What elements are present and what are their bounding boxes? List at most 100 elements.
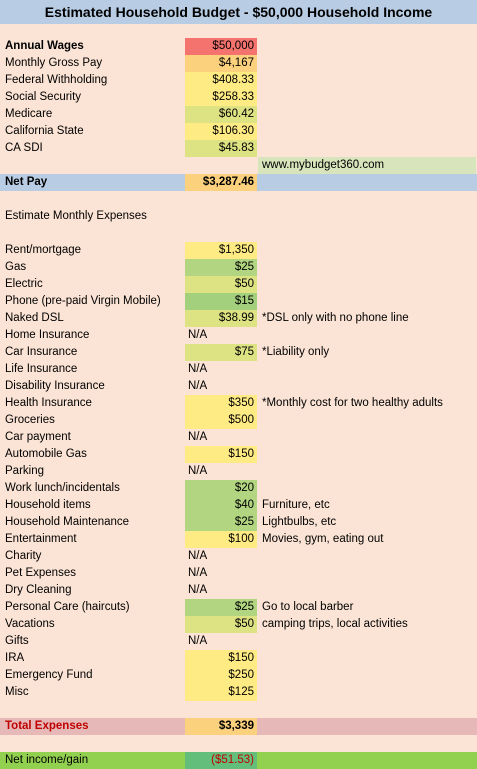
expense-value: N/A bbox=[188, 584, 208, 596]
expense-row: Personal Care (haircuts) $25 Go to local b… bbox=[0, 599, 477, 616]
expense-label: Misc bbox=[5, 686, 29, 698]
income-row: Medicare $60.42 bbox=[0, 106, 477, 123]
expense-value: $50 bbox=[185, 616, 257, 633]
expense-label: Rent/mortgage bbox=[5, 244, 82, 256]
expense-row: Dry Cleaning N/A bbox=[0, 582, 477, 599]
expense-row: Pet Expenses N/A bbox=[0, 565, 477, 582]
expense-value: $25 bbox=[185, 599, 257, 616]
net-pay-value: $3,287.46 bbox=[185, 174, 257, 191]
income-label: Federal Withholding bbox=[5, 74, 108, 86]
expense-value: $150 bbox=[185, 650, 257, 667]
expense-value: $40 bbox=[185, 497, 257, 514]
net-pay-row: Net Pay $3,287.46 bbox=[0, 174, 477, 191]
expense-label: Life Insurance bbox=[5, 363, 78, 375]
expense-label: Dry Cleaning bbox=[5, 584, 72, 596]
expense-row: Car Insurance $75 *Liability only bbox=[0, 344, 477, 361]
expense-row: Electric $50 bbox=[0, 276, 477, 293]
net-income-label: Net income/gain bbox=[5, 754, 89, 766]
expense-value: $100 bbox=[185, 531, 257, 548]
expense-value: $125 bbox=[185, 684, 257, 701]
income-label: California State bbox=[5, 125, 84, 137]
title-bar: Estimated Household Budget - $50,000 Hou… bbox=[0, 0, 477, 24]
expense-row: Gifts N/A bbox=[0, 633, 477, 650]
expense-row: Entertainment $100 Movies, gym, eating out bbox=[0, 531, 477, 548]
income-value: $258.33 bbox=[185, 89, 257, 106]
expense-value: N/A bbox=[188, 465, 208, 477]
expense-note: *Liability only bbox=[262, 346, 330, 358]
expense-value: $38.99 bbox=[185, 310, 257, 327]
expense-row: Automobile Gas $150 bbox=[0, 446, 477, 463]
expense-label: Home Insurance bbox=[5, 329, 90, 341]
expense-note: Go to local barber bbox=[262, 601, 354, 613]
expense-value: $25 bbox=[185, 514, 257, 531]
expense-label: Gas bbox=[5, 261, 27, 273]
expense-value: $75 bbox=[185, 344, 257, 361]
expenses-heading: Estimate Monthly Expenses bbox=[5, 210, 147, 222]
expense-row: Work lunch/incidentals $20 bbox=[0, 480, 477, 497]
page-title: Estimated Household Budget - $50,000 Hou… bbox=[44, 4, 433, 20]
income-value: $50,000 bbox=[185, 38, 257, 55]
expense-value: N/A bbox=[188, 380, 208, 392]
expense-value: $15 bbox=[185, 293, 257, 310]
expense-label: Car Insurance bbox=[5, 346, 78, 358]
expense-value: $500 bbox=[185, 412, 257, 429]
expense-row: Parking N/A bbox=[0, 463, 477, 480]
expense-label: Pet Expenses bbox=[5, 567, 76, 579]
expense-label: Personal Care (haircuts) bbox=[5, 601, 130, 613]
expense-row: Charity N/A bbox=[0, 548, 477, 565]
expense-row: Groceries $500 bbox=[0, 412, 477, 429]
expense-label: Automobile Gas bbox=[5, 448, 87, 460]
net-income-row: Net income/gain ($51.53) bbox=[0, 752, 477, 769]
income-row: CA SDI $45.83 bbox=[0, 140, 477, 157]
expense-row: Gas $25 bbox=[0, 259, 477, 276]
income-value: $4,167 bbox=[185, 55, 257, 72]
total-expenses-value: $3,339 bbox=[185, 718, 257, 735]
expense-label: Work lunch/incidentals bbox=[5, 482, 120, 494]
expense-row: Naked DSL $38.99 *DSL only with no phone l… bbox=[0, 310, 477, 327]
expense-row: Rent/mortgage $1,350 bbox=[0, 242, 477, 259]
website-row: www.mybudget360.com bbox=[0, 157, 477, 174]
expense-value: N/A bbox=[188, 567, 208, 579]
expense-label: Emergency Fund bbox=[5, 669, 93, 681]
expense-row: Car payment N/A bbox=[0, 429, 477, 446]
expense-label: Naked DSL bbox=[5, 312, 64, 324]
income-row: Annual Wages $50,000 bbox=[0, 38, 477, 55]
expense-value: N/A bbox=[188, 550, 208, 562]
expense-note: *DSL only with no phone line bbox=[262, 312, 409, 324]
expense-row: Household items $40 Furniture, etc bbox=[0, 497, 477, 514]
expense-value: $250 bbox=[185, 667, 257, 684]
income-row: Monthly Gross Pay $4,167 bbox=[0, 55, 477, 72]
expense-value: $50 bbox=[185, 276, 257, 293]
expense-note: Lightbulbs, etc bbox=[262, 516, 337, 528]
expense-note: Furniture, etc bbox=[262, 499, 330, 511]
expense-row: Emergency Fund $250 bbox=[0, 667, 477, 684]
expense-label: Phone (pre-paid Virgin Mobile) bbox=[5, 295, 161, 307]
expense-label: Disability Insurance bbox=[5, 380, 105, 392]
total-expenses-label: Total Expenses bbox=[5, 720, 89, 732]
net-income-value: ($51.53) bbox=[185, 752, 257, 769]
income-value: $408.33 bbox=[185, 72, 257, 89]
expense-row: IRA $150 bbox=[0, 650, 477, 667]
expense-label: Health Insurance bbox=[5, 397, 92, 409]
expenses-heading-row: Estimate Monthly Expenses bbox=[0, 208, 477, 225]
income-row: Social Security $258.33 bbox=[0, 89, 477, 106]
expense-label: Electric bbox=[5, 278, 43, 290]
expense-label: IRA bbox=[5, 652, 25, 664]
expense-note: Movies, gym, eating out bbox=[262, 533, 384, 545]
expense-row: Misc $125 bbox=[0, 684, 477, 701]
expense-value: N/A bbox=[188, 431, 208, 443]
income-label: CA SDI bbox=[5, 142, 43, 154]
total-expenses-row: Total Expenses $3,339 bbox=[0, 718, 477, 735]
expense-value: N/A bbox=[188, 363, 208, 375]
expense-value: $150 bbox=[185, 446, 257, 463]
expense-note: *Monthly cost for two healthy adults bbox=[262, 397, 443, 409]
expense-value: $20 bbox=[185, 480, 257, 497]
income-row: California State $106.30 bbox=[0, 123, 477, 140]
expense-label: Household items bbox=[5, 499, 91, 511]
income-value: $60.42 bbox=[185, 106, 257, 123]
expense-row: Phone (pre-paid Virgin Mobile) $15 bbox=[0, 293, 477, 310]
expense-label: Groceries bbox=[5, 414, 55, 426]
expense-value: $1,350 bbox=[185, 242, 257, 259]
expense-row: Household Maintenance $25 Lightbulbs, etc bbox=[0, 514, 477, 531]
